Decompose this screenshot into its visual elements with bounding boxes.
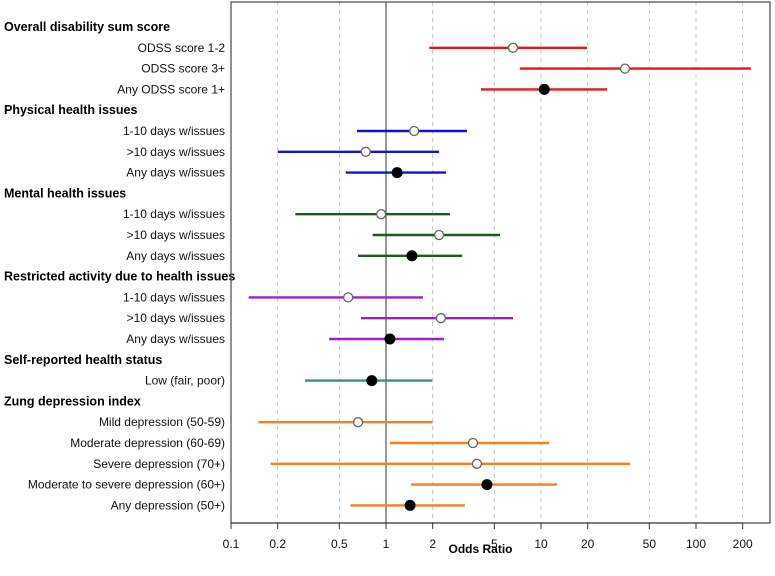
point-estimate-open [435,313,447,324]
row-label: 1-10 days w/issues [123,207,225,221]
point-estimate-filled [406,250,418,262]
row-label: ODSS score 1-2 [138,41,226,55]
x-tick-label: 100 [686,537,706,551]
row-label: Any days w/issues [126,332,225,346]
confidence-intervals [248,46,751,507]
x-tick-label: 10 [534,537,548,551]
point-estimate-filled [538,83,550,95]
row-label: Moderate to severe depression (60+) [28,478,225,492]
x-axis-title: Odds Ratio [448,542,512,556]
point-estimate-open [360,146,371,157]
row-label: Mild depression (50-59) [99,415,225,429]
group-header: Zung depression index [4,394,141,408]
point-estimate-filled [481,479,493,491]
group-header: Restricted activity due to health issues [4,270,235,284]
row-labels: Overall disability sum score ODSS score 1… [4,20,235,512]
point-estimate-open [343,292,354,303]
point-estimate-open [352,417,364,428]
x-tick-label: 2 [429,537,436,551]
point-estimate-filled [366,375,378,387]
row-label: >10 days w/issues [127,228,225,242]
group-header: Overall disability sum score [4,20,170,34]
point-estimate-filled [391,167,403,179]
group-header: Physical health issues [4,103,137,117]
point-estimate-open [375,209,387,220]
plot-frame [230,1,771,524]
point-estimate-open [409,125,420,137]
row-label: Any days w/issues [126,166,225,180]
x-tick-label: 20 [581,537,595,551]
x-axis: 0.1 0.2 0.5 1 2 5 10 20 50 100 200 [223,522,753,551]
x-tick-label: 0.5 [331,537,348,551]
row-label: Severe depression (70+) [93,457,225,471]
row-label: Any ODSS score 1+ [117,82,225,96]
group-header: Mental health issues [4,186,126,200]
group-header: Self-reported health status [4,353,162,367]
row-label: 1-10 days w/issues [123,124,225,138]
x-tick-label: 1 [383,537,390,551]
x-tick-label: 0.1 [223,537,240,551]
point-estimate-open [433,229,445,241]
point-estimate-open [507,42,519,53]
point-estimate-open [467,437,479,449]
point-estimate-open [619,63,631,74]
x-tick-label: 200 [733,537,753,551]
row-label: >10 days w/issues [127,311,225,325]
x-tick-label: 0.2 [269,537,286,551]
row-label: Low (fair, poor) [145,374,225,388]
point-estimates [343,42,631,511]
point-estimate-filled [404,499,416,511]
row-label: 1-10 days w/issues [123,290,225,304]
gridlines [277,2,744,523]
row-label: ODSS score 3+ [141,62,225,76]
row-label: >10 days w/issues [127,145,225,159]
row-label: Moderate depression (60-69) [70,436,225,450]
point-estimate-filled [384,333,396,345]
row-label: Any depression (50+) [111,498,225,512]
point-estimate-open [471,458,483,469]
x-tick-label: 50 [643,537,657,551]
row-label: Any days w/issues [126,249,225,263]
x-tick-label: 5 [491,537,498,551]
